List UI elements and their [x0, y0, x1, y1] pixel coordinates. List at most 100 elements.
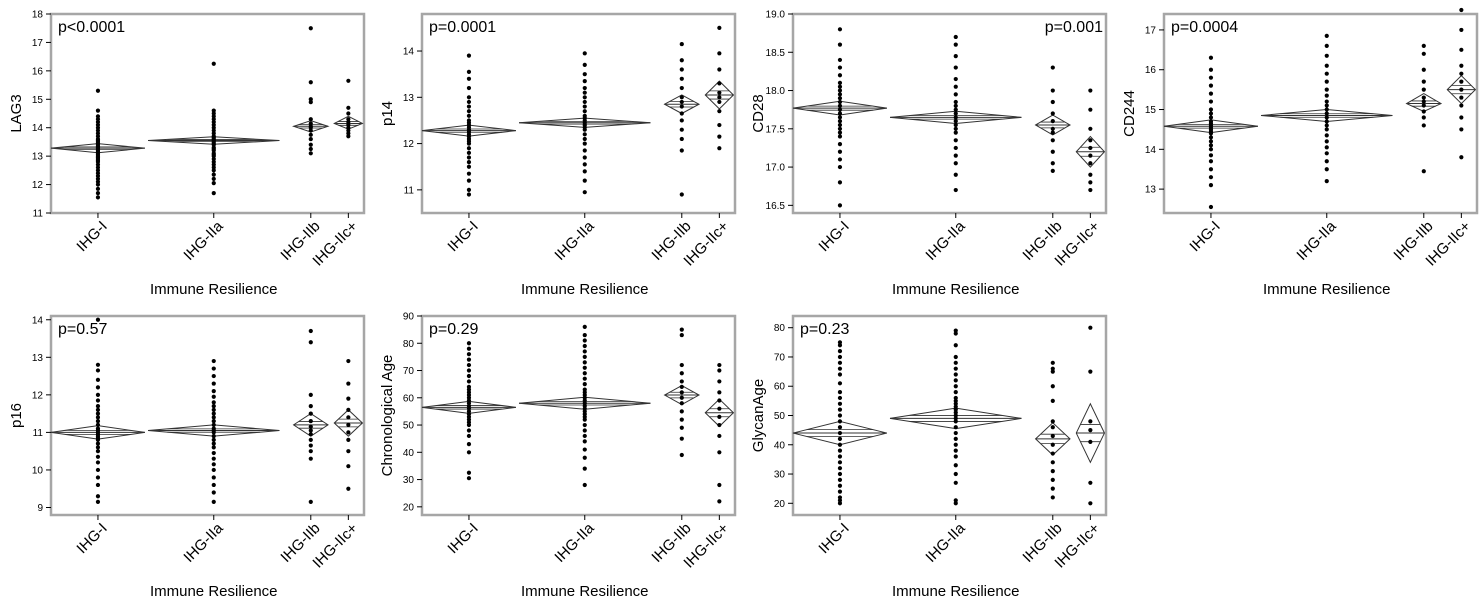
data-point [466, 450, 472, 455]
data-point [1421, 95, 1426, 100]
data-point [1050, 433, 1055, 439]
data-point [346, 105, 351, 110]
data-point [1324, 159, 1329, 164]
data-point [582, 466, 587, 471]
data-point [679, 95, 684, 100]
data-point [582, 190, 587, 195]
data-point [308, 392, 313, 397]
data-point [1208, 75, 1214, 80]
data-point [837, 354, 843, 360]
data-point [346, 407, 351, 412]
data-point [582, 354, 587, 359]
data-point [679, 85, 684, 91]
data-point [1050, 469, 1055, 474]
data-point [582, 90, 587, 95]
data-point [1459, 47, 1464, 52]
data-point [211, 467, 216, 473]
y-tick-label: 20 [774, 499, 786, 510]
data-point [1050, 168, 1055, 174]
data-point [679, 67, 684, 72]
data-point [837, 96, 843, 101]
data-point [1050, 477, 1055, 482]
data-point [953, 53, 958, 59]
data-point [466, 150, 472, 155]
data-point [1459, 127, 1464, 132]
data-point [1324, 115, 1329, 120]
p-value-label: p=0.29 [429, 321, 478, 338]
y-tick-label: 18 [32, 10, 44, 21]
y-tick-label: 11 [33, 428, 44, 439]
y-tick-label: 50 [774, 411, 786, 422]
data-point [1324, 103, 1329, 108]
y-axis-label: CD28 [750, 94, 767, 132]
data-point [466, 99, 472, 105]
data-point [308, 151, 313, 156]
data-point [211, 422, 216, 427]
data-point [717, 406, 722, 411]
data-point [679, 327, 684, 332]
data-point [837, 111, 843, 116]
data-point [308, 121, 313, 126]
data-point [837, 157, 843, 162]
data-point [837, 501, 843, 506]
data-point [346, 430, 351, 435]
data-point [582, 169, 587, 174]
data-point [1324, 127, 1329, 132]
data-point [1050, 88, 1055, 93]
data-point [953, 498, 958, 503]
data-point [1421, 67, 1426, 72]
data-point [1208, 135, 1214, 140]
y-tick-label: 14 [32, 123, 44, 134]
data-point [1324, 71, 1329, 76]
data-point [466, 428, 472, 433]
data-point [211, 358, 216, 364]
p-value-label: p=0.001 [1045, 19, 1103, 36]
data-point [95, 415, 101, 420]
x-axis-label: Immune Resilience [892, 281, 1020, 298]
data-point [953, 404, 958, 409]
data-point [582, 428, 587, 433]
x-tick-label: IHG-I [73, 520, 110, 557]
data-point [95, 362, 101, 367]
data-point [679, 76, 684, 81]
data-point [582, 148, 587, 153]
data-point [837, 203, 843, 208]
data-point [95, 407, 101, 412]
data-point [953, 419, 958, 424]
data-point [211, 482, 216, 488]
data-point [1088, 145, 1093, 151]
data-point [837, 126, 843, 131]
data-point [582, 365, 587, 370]
data-point [346, 437, 351, 443]
data-point [95, 482, 101, 488]
data-point [1088, 325, 1093, 330]
y-tick-label: 80 [403, 339, 415, 350]
data-point [953, 407, 958, 412]
data-point [679, 332, 684, 338]
data-point [466, 159, 472, 165]
data-point [679, 58, 684, 63]
y-tick-label: 14 [403, 47, 415, 58]
x-tick-label: IHG-I [1186, 218, 1223, 255]
data-point [1324, 99, 1329, 104]
data-point [211, 437, 216, 443]
data-point [717, 99, 722, 105]
data-point [1421, 79, 1426, 84]
data-point [953, 119, 958, 124]
y-tick-label: 13 [32, 353, 44, 364]
data-point [466, 113, 472, 118]
x-axis-label: Immune Resilience [150, 281, 278, 298]
data-point [582, 85, 587, 91]
data-point [953, 172, 958, 177]
data-point [582, 132, 587, 137]
data-point [582, 104, 587, 109]
data-point [95, 411, 101, 416]
data-point [582, 136, 587, 142]
data-point [582, 79, 587, 84]
data-point [837, 80, 843, 85]
x-tick-label: IHG-I [444, 520, 481, 557]
data-point [953, 153, 958, 158]
data-point [1459, 63, 1464, 68]
data-point [717, 390, 722, 395]
data-point [1088, 480, 1093, 485]
